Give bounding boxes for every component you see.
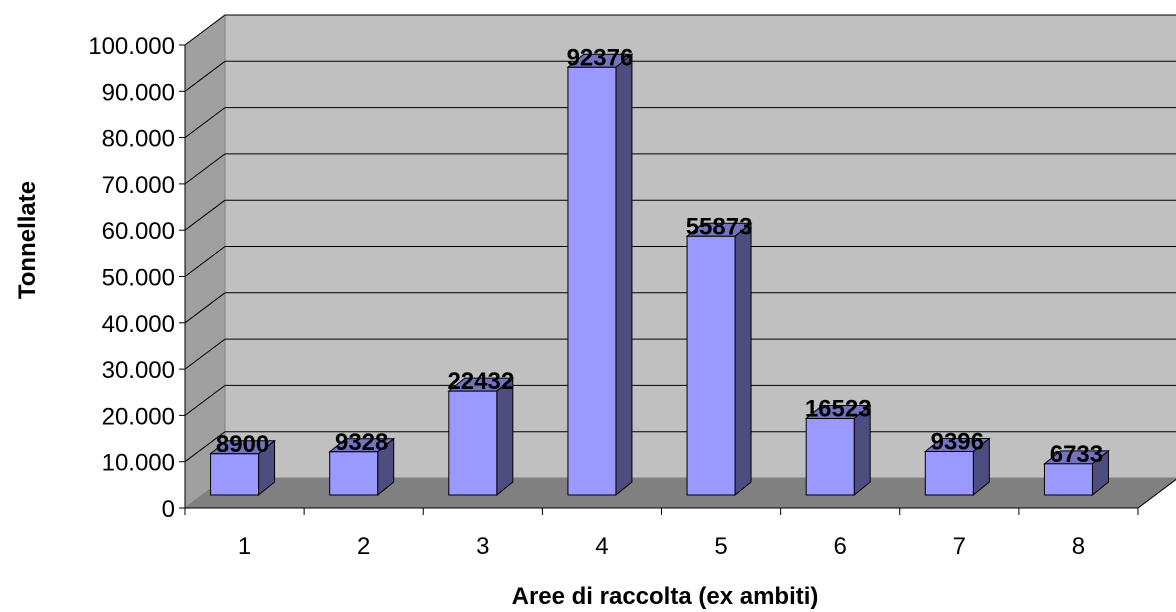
- bar-front: [925, 451, 973, 495]
- data-label: 22432: [447, 368, 514, 395]
- data-label: 9328: [335, 429, 388, 456]
- x-tick-label: 3: [476, 533, 489, 560]
- bar: [449, 378, 513, 495]
- bar-side: [497, 378, 513, 495]
- y-tick-label: 30.000: [102, 357, 175, 384]
- bar: [687, 223, 751, 495]
- y-tick-label: 50.000: [102, 265, 175, 292]
- data-label: 9396: [931, 428, 984, 455]
- x-tick-label: 5: [714, 533, 727, 560]
- y-tick-label: 100.000: [88, 33, 175, 60]
- y-tick-label: 90.000: [102, 79, 175, 106]
- bar-front: [806, 418, 854, 495]
- y-tick-label: 60.000: [102, 218, 175, 245]
- x-tick-label: 4: [595, 533, 608, 560]
- data-label: 55873: [686, 213, 753, 240]
- bar-side: [735, 223, 751, 495]
- bar-front: [1044, 464, 1092, 495]
- y-tick-label: 70.000: [102, 172, 175, 199]
- bar-side: [616, 54, 632, 495]
- bar: [568, 54, 632, 495]
- x-tick-label: 6: [834, 533, 847, 560]
- data-label: 6733: [1050, 441, 1103, 468]
- x-tick-label: 1: [238, 533, 251, 560]
- y-tick-label: 10.000: [102, 450, 175, 477]
- bar-front: [568, 67, 616, 495]
- bar-front: [330, 452, 378, 495]
- bar-front: [687, 236, 735, 495]
- x-axis-title: Aree di raccolta (ex ambiti): [512, 583, 819, 610]
- data-label: 92376: [567, 44, 634, 71]
- bar-front: [211, 454, 259, 495]
- y-tick-label: 0: [162, 496, 175, 523]
- x-tick-label: 7: [953, 533, 966, 560]
- y-axis-title: Tonnellate: [14, 181, 41, 299]
- x-tick-label: 8: [1072, 533, 1085, 560]
- y-axis: 0 10.000 20.000 30.000 40.000 50.000 60.000 70.…: [88, 33, 185, 523]
- y-tick-label: 80.000: [102, 126, 175, 153]
- data-label: 8900: [216, 431, 269, 458]
- data-label: 16523: [805, 395, 872, 422]
- y-tick-label: 20.000: [102, 403, 175, 430]
- x-tick-label: 2: [357, 533, 370, 560]
- y-tick-label: 40.000: [102, 311, 175, 338]
- bar-front: [449, 391, 497, 495]
